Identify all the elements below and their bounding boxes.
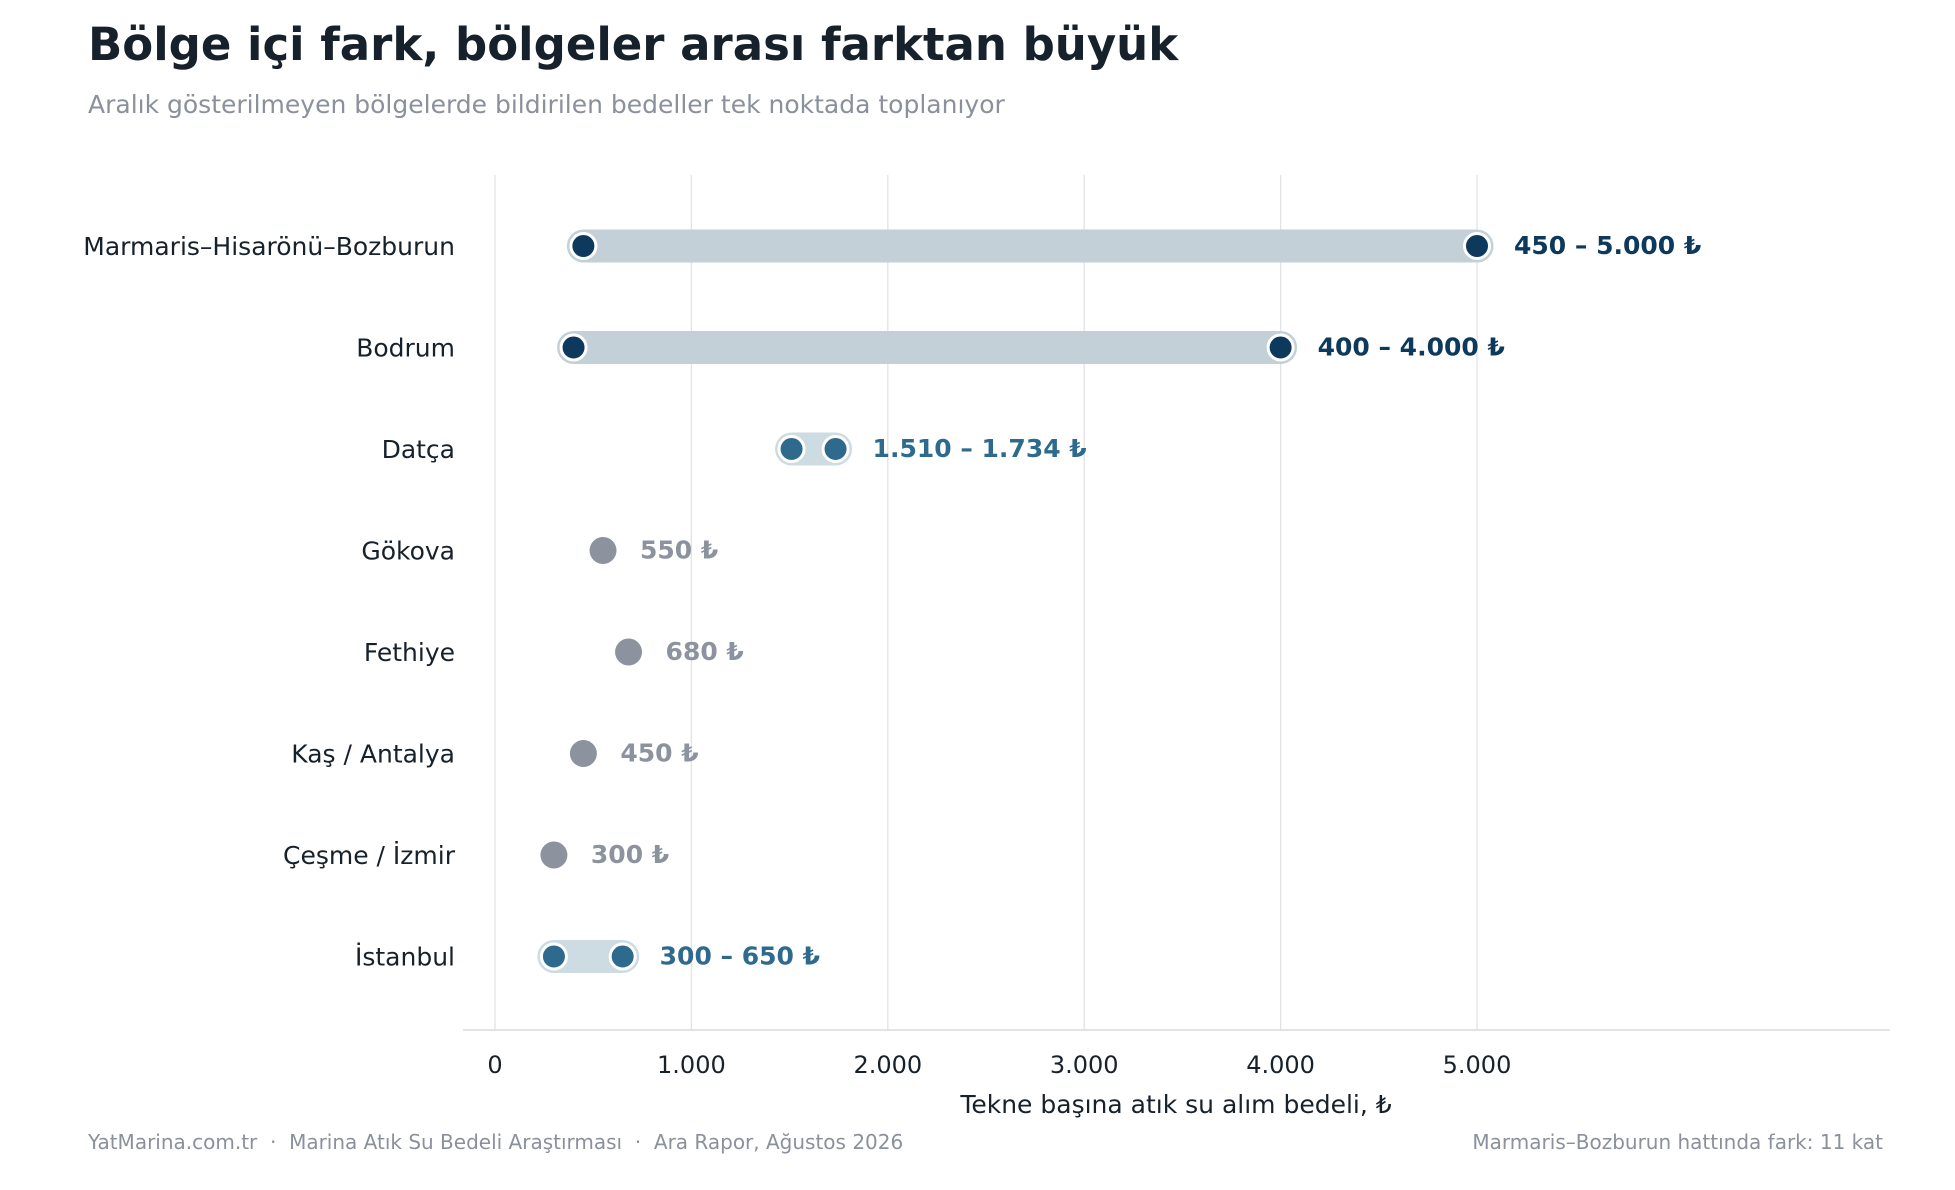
value-label: 400 – 4.000 ₺	[1318, 333, 1505, 362]
x-tick-label: 2.000	[853, 1051, 922, 1079]
range-min-dot	[777, 435, 806, 463]
region-label: Gökova	[361, 537, 455, 566]
range-min-dot	[539, 942, 568, 971]
region-label: Kaş / Antalya	[291, 740, 455, 769]
region-label: Fethiye	[364, 638, 455, 667]
x-tick-label: 4.000	[1246, 1051, 1315, 1079]
range-max-dot	[1266, 333, 1295, 362]
footer-source: YatMarina.com.tr · Marina Atık Su Bedeli…	[88, 1130, 904, 1154]
x-tick-label: 5.000	[1443, 1051, 1512, 1079]
value-label: 680 ₺	[666, 637, 744, 666]
range-max-dot	[821, 435, 850, 463]
value-label: 1.510 – 1.734 ₺	[873, 434, 1087, 463]
footer-note: Marmaris–Bozburun hattında fark: 11 kat	[1472, 1130, 1883, 1154]
value-label: 300 ₺	[591, 840, 669, 869]
chart-title: Bölge içi fark, bölgeler arası farktan b…	[88, 18, 1179, 71]
value-dot	[615, 638, 643, 666]
range-min-dot	[569, 232, 598, 260]
region-label: Datça	[382, 435, 455, 464]
x-axis-label: Tekne başına atık su alım bedeli, ₺	[959, 1090, 1391, 1119]
chart-row: Gökova 550 ₺	[361, 536, 718, 566]
x-tick-label: 3.000	[1050, 1051, 1119, 1079]
value-label: 550 ₺	[640, 536, 718, 565]
chart-rows: Marmaris–Hisarönü–Bozburun 450 – 5.000 ₺ B…	[83, 229, 1701, 973]
value-dot	[569, 740, 597, 767]
chart-row: Çeşme / İzmir 300 ₺	[283, 840, 669, 870]
x-tick-labels: 0 1.000 2.000 3.000 4.000 5.000	[487, 1051, 1511, 1079]
range-max-dot	[608, 942, 637, 971]
chart-row: Kaş / Antalya 450 ₺	[291, 739, 698, 769]
region-label: Bodrum	[356, 334, 455, 363]
chart-row: Marmaris–Hisarönü–Bozburun 450 – 5.000 ₺	[83, 229, 1701, 263]
chart-row: İstanbul 300 – 650 ₺	[355, 940, 820, 973]
region-label: Çeşme / İzmir	[283, 841, 456, 870]
chart-row: Fethiye 680 ₺	[364, 637, 744, 667]
chart-row: Datça 1.510 – 1.734 ₺	[382, 432, 1087, 466]
range-min-dot	[559, 333, 588, 362]
value-label: 450 ₺	[620, 739, 698, 768]
region-label: Marmaris–Hisarönü–Bozburun	[83, 232, 455, 261]
region-label: İstanbul	[355, 943, 455, 972]
x-tick-label: 0	[487, 1051, 502, 1079]
gridlines	[494, 175, 1478, 1030]
chart-row: Bodrum 400 – 4.000 ₺	[356, 331, 1505, 364]
range-max-dot	[1463, 232, 1491, 260]
value-dot	[540, 841, 568, 869]
value-label: 300 – 650 ₺	[660, 942, 820, 971]
x-tick-label: 1.000	[657, 1051, 726, 1079]
chart-subtitle: Aralık gösterilmeyen bölgelerde bildiril…	[88, 90, 1005, 119]
value-dot	[589, 537, 617, 564]
value-label: 450 – 5.000 ₺	[1514, 231, 1701, 260]
